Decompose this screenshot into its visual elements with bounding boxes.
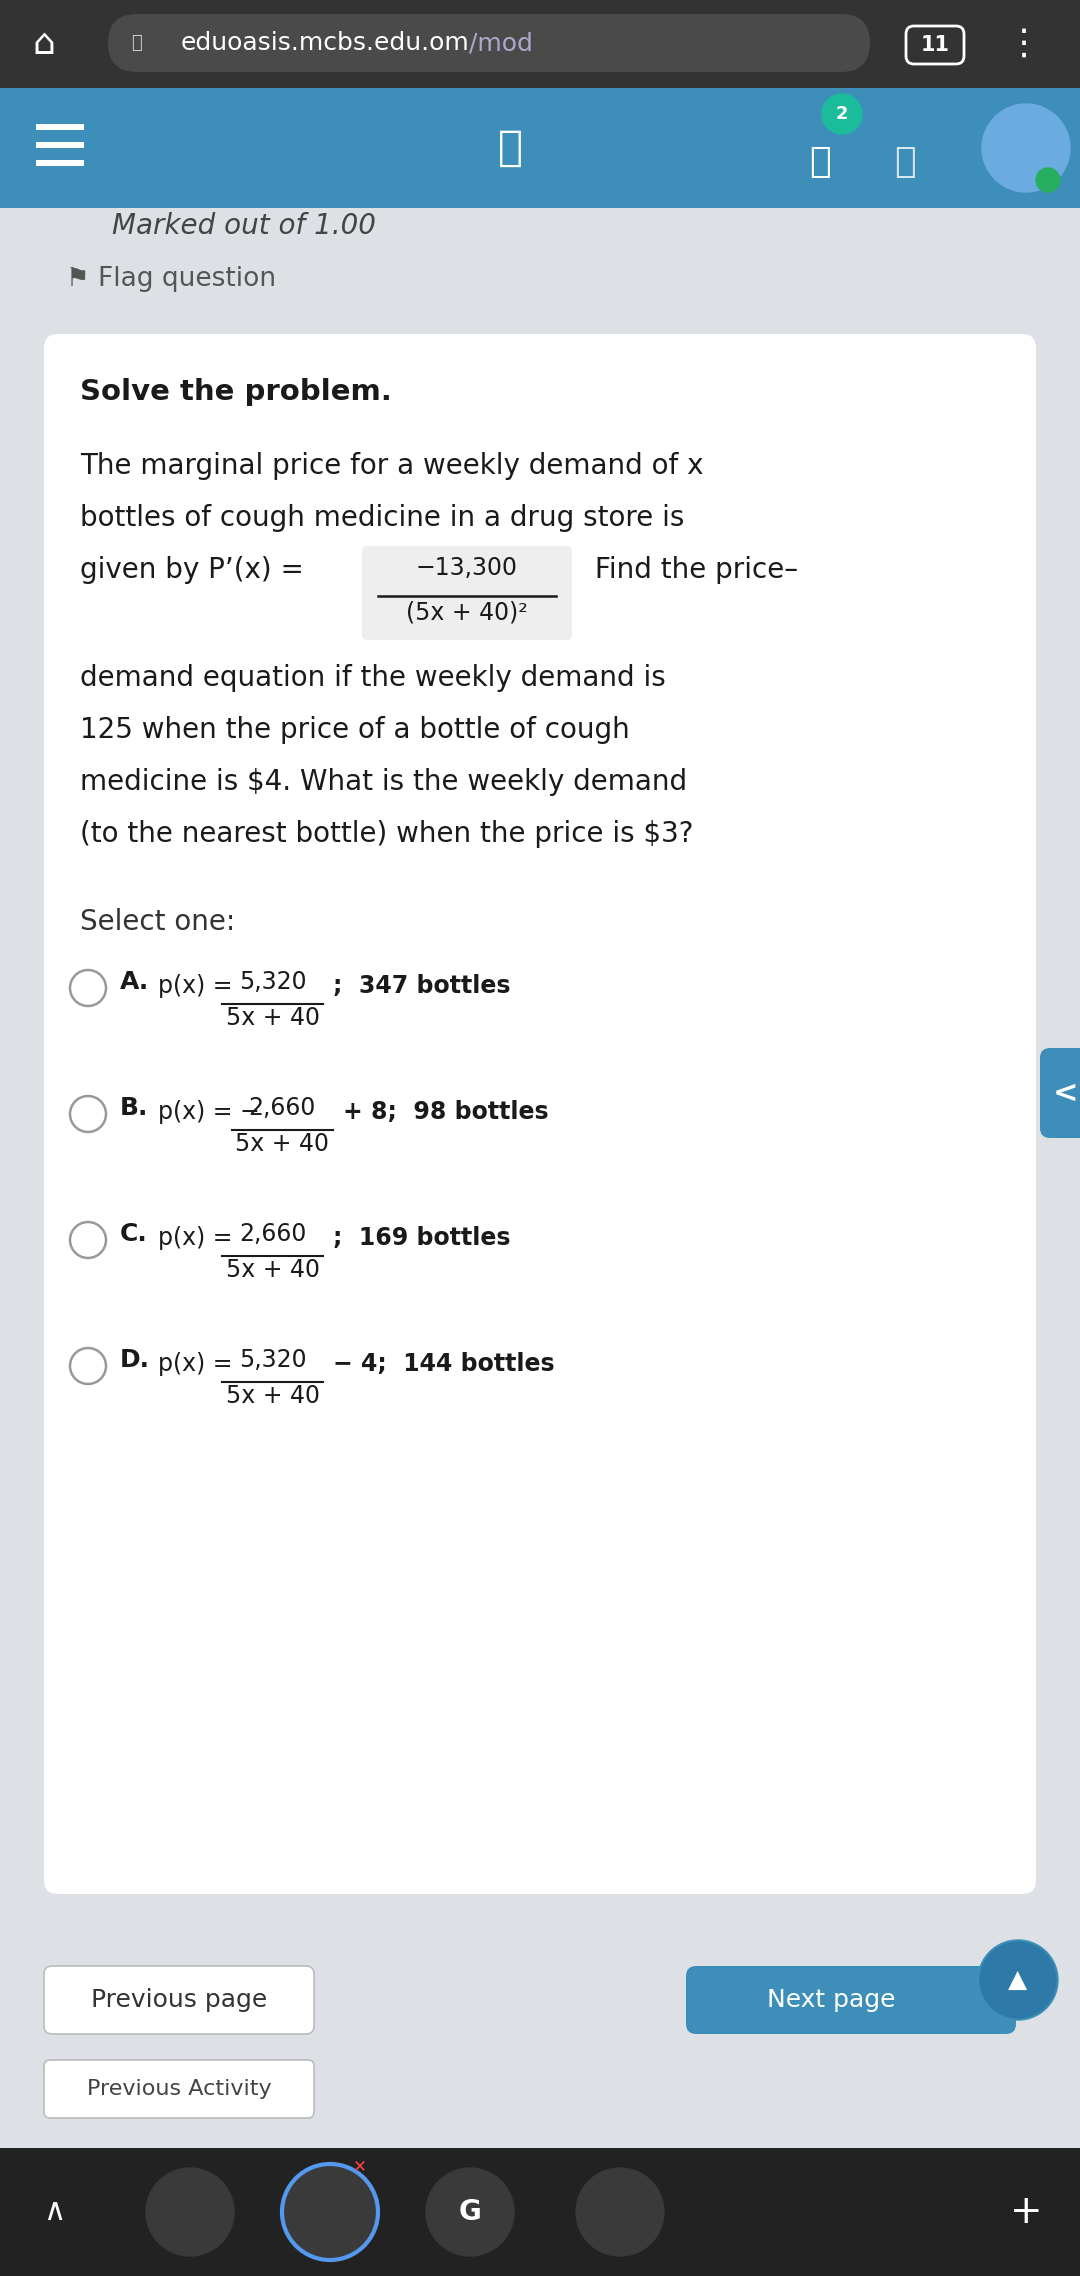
Text: D.: D. [120, 1347, 150, 1372]
Text: 2,660: 2,660 [248, 1097, 315, 1120]
Text: 5,320: 5,320 [239, 970, 307, 995]
Text: 🏛: 🏛 [498, 127, 523, 168]
Text: demand equation if the weekly demand is: demand equation if the weekly demand is [80, 665, 665, 692]
FancyBboxPatch shape [1040, 1047, 1080, 1138]
FancyBboxPatch shape [108, 14, 870, 73]
FancyBboxPatch shape [686, 1966, 1016, 2035]
Text: <: < [1052, 1079, 1078, 1108]
Text: 5x + 40: 5x + 40 [226, 1384, 320, 1409]
Text: Solve the problem.: Solve the problem. [80, 378, 392, 405]
Text: ✕: ✕ [353, 2158, 367, 2176]
Text: (to the nearest bottle) when the price is $3?: (to the nearest bottle) when the price i… [80, 819, 693, 849]
Text: Previous page: Previous page [91, 1987, 267, 2012]
Text: /mod: /mod [469, 32, 532, 55]
FancyBboxPatch shape [362, 546, 572, 640]
FancyBboxPatch shape [0, 0, 1080, 89]
Circle shape [282, 2164, 378, 2260]
Circle shape [286, 2169, 374, 2256]
Text: G: G [459, 2199, 482, 2226]
Text: B.: B. [120, 1097, 148, 1120]
FancyBboxPatch shape [0, 89, 1080, 207]
Text: 2: 2 [836, 105, 848, 123]
Text: −13,300: −13,300 [416, 555, 518, 580]
Text: Previous Activity: Previous Activity [86, 2078, 271, 2098]
Text: − 4;  144 bottles: − 4; 144 bottles [334, 1352, 555, 1377]
Circle shape [70, 1347, 106, 1384]
Text: eduoasis.mcbs.edu.om: eduoasis.mcbs.edu.om [180, 32, 469, 55]
Text: 11: 11 [920, 34, 949, 55]
Circle shape [146, 2169, 234, 2256]
Text: ▲: ▲ [1009, 1969, 1028, 1992]
Text: 🔒: 🔒 [131, 34, 141, 52]
Text: 🔔: 🔔 [809, 146, 831, 180]
Text: Marked out of 1.00: Marked out of 1.00 [112, 212, 376, 239]
Text: medicine is $4. What is the weekly demand: medicine is $4. What is the weekly deman… [80, 767, 687, 797]
Text: ⋮: ⋮ [1005, 27, 1042, 61]
Circle shape [978, 1939, 1058, 2021]
Text: + 8;  98 bottles: + 8; 98 bottles [342, 1099, 549, 1124]
Text: p(x) =: p(x) = [158, 974, 240, 997]
Text: bottles of cough medicine in a drug store is: bottles of cough medicine in a drug stor… [80, 503, 685, 533]
Text: C.: C. [120, 1222, 148, 1245]
FancyBboxPatch shape [36, 141, 84, 148]
Text: ;  169 bottles: ; 169 bottles [334, 1227, 511, 1250]
FancyBboxPatch shape [44, 335, 1036, 1894]
Text: p(x) =: p(x) = [158, 1227, 240, 1250]
Circle shape [980, 1941, 1056, 2019]
Circle shape [426, 2169, 514, 2256]
FancyBboxPatch shape [36, 123, 84, 130]
Text: 5x + 40: 5x + 40 [226, 1259, 320, 1281]
Text: Next page: Next page [767, 1987, 895, 2012]
Text: ∧: ∧ [43, 2199, 65, 2226]
Text: 💬: 💬 [894, 146, 916, 180]
Text: 125 when the price of a bottle of cough: 125 when the price of a bottle of cough [80, 717, 630, 744]
Text: 5,320: 5,320 [239, 1347, 307, 1372]
Text: 5x + 40: 5x + 40 [235, 1131, 329, 1156]
Text: 2,660: 2,660 [239, 1222, 307, 1245]
Text: The marginal price for a weekly demand of x: The marginal price for a weekly demand o… [80, 453, 703, 480]
Text: ;  347 bottles: ; 347 bottles [334, 974, 511, 997]
FancyBboxPatch shape [0, 2149, 1080, 2276]
Text: (5x + 40)²: (5x + 40)² [406, 601, 528, 624]
FancyBboxPatch shape [0, 207, 1080, 2276]
FancyBboxPatch shape [36, 159, 84, 166]
Circle shape [70, 1097, 106, 1131]
Text: Find the price–: Find the price– [586, 555, 798, 585]
Circle shape [70, 1222, 106, 1259]
Text: p(x) = −: p(x) = − [158, 1099, 260, 1124]
Text: ⚑ Flag question: ⚑ Flag question [66, 266, 276, 291]
FancyBboxPatch shape [906, 25, 964, 64]
Text: given by P’(x) =: given by P’(x) = [80, 555, 303, 585]
Circle shape [576, 2169, 664, 2256]
Circle shape [982, 105, 1070, 191]
Text: 5x + 40: 5x + 40 [226, 1006, 320, 1031]
Text: ⌂: ⌂ [32, 27, 55, 61]
Circle shape [1036, 168, 1059, 191]
Circle shape [822, 93, 862, 134]
FancyBboxPatch shape [44, 2060, 314, 2119]
Text: +: + [1010, 2194, 1042, 2230]
Text: Select one:: Select one: [80, 908, 235, 935]
Text: A.: A. [120, 970, 149, 995]
Text: p(x) =: p(x) = [158, 1352, 240, 1377]
Circle shape [70, 970, 106, 1006]
FancyBboxPatch shape [44, 1966, 314, 2035]
